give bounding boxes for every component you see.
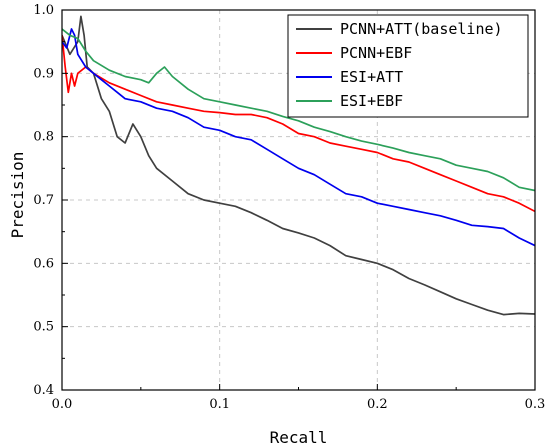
legend-label: ESI+EBF <box>340 92 403 110</box>
y-tick-label: 0.9 <box>33 66 54 81</box>
series-line-3 <box>62 28 535 192</box>
legend-label: PCNN+ATT(baseline) <box>340 20 503 38</box>
x-axis-title: Recall <box>270 428 328 447</box>
x-tick-label: 0.0 <box>52 397 73 412</box>
series-line-0 <box>62 15 535 316</box>
series-line-2 <box>62 28 535 247</box>
series-line-1 <box>62 35 535 213</box>
x-tick-label: 0.2 <box>367 397 388 412</box>
y-axis-title: Precision <box>8 152 27 239</box>
y-tick-label: 0.7 <box>33 193 54 208</box>
axis-ticks <box>61 9 536 391</box>
legend: PCNN+ATT(baseline) PCNN+EBF ESI+ATT ESI+EBF <box>287 14 529 118</box>
tick-labels: 0.0 0.1 0.2 0.3 0.4 0.5 0.6 0.7 0.8 0.9 1.0 <box>33 3 545 412</box>
y-tick-label: 0.8 <box>33 130 54 145</box>
y-tick-label: 0.4 <box>33 383 54 398</box>
y-tick-label: 1.0 <box>33 3 54 18</box>
y-tick-label: 0.6 <box>33 256 54 271</box>
series-lines <box>62 15 535 316</box>
legend-label: ESI+ATT <box>340 68 403 86</box>
y-tick-label: 0.5 <box>33 320 54 335</box>
legend-label: PCNN+EBF <box>340 44 412 62</box>
x-tick-label: 0.3 <box>525 397 546 412</box>
x-tick-label: 0.1 <box>209 397 230 412</box>
